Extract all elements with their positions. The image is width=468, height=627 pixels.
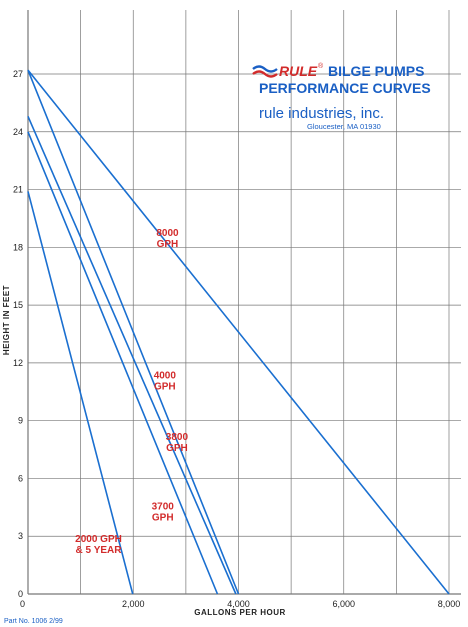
brand-title-line1: BILGE PUMPS (328, 63, 424, 79)
x-tick-label: 4,000 (227, 599, 250, 609)
series-line (27, 69, 240, 595)
series-label: GPH (166, 443, 188, 454)
series-label: GPH (157, 239, 179, 250)
series-label: 2000 GPH (75, 534, 122, 545)
company-name: rule industries, inc. (259, 105, 384, 122)
x-tick-label: 2,000 (122, 599, 145, 609)
y-tick-label: 3 (18, 531, 23, 541)
series-line (27, 191, 134, 595)
y-tick-label: 6 (18, 473, 23, 483)
series-label: 3800 (166, 432, 189, 443)
y-tick-label: 0 (18, 589, 23, 599)
series-line (27, 69, 450, 595)
series-label: GPH (154, 381, 176, 392)
brand-block: RULE ® BILGE PUMPS PERFORMANCE CURVES ru… (252, 62, 431, 131)
series-line (27, 116, 237, 595)
brand-logo-text: RULE (279, 63, 318, 79)
y-tick-label: 27 (13, 69, 23, 79)
x-tick-label: 6,000 (332, 599, 355, 609)
y-tick-label: 24 (13, 127, 23, 137)
series-label: 8000 (156, 228, 179, 239)
company-location: Gloucester, MA 01930 (307, 122, 381, 131)
y-axis-ticks: 0 3 6 9 12 15 18 21 24 27 (13, 69, 23, 599)
series-line (27, 131, 219, 595)
series-label: GPH (152, 512, 174, 523)
y-tick-label: 21 (13, 185, 23, 195)
chart-grid (27, 10, 461, 595)
y-tick-label: 9 (18, 416, 23, 426)
registered-mark: ® (318, 62, 324, 70)
part-number: Part No. 1006 2/99 (4, 618, 63, 625)
x-tick-label: 0 (20, 599, 25, 609)
y-tick-label: 15 (13, 300, 23, 310)
x-axis-title: GALLONS PER HOUR (194, 608, 286, 617)
series-lines (27, 69, 450, 595)
x-tick-label: 8,000 (438, 599, 461, 609)
brand-title-line2: PERFORMANCE CURVES (259, 80, 431, 96)
y-axis-title: HEIGHT IN FEET (2, 285, 11, 355)
series-label: 4000 (154, 370, 177, 381)
y-tick-label: 18 (13, 242, 23, 252)
series-label: & 5 YEAR (76, 545, 123, 556)
x-axis-ticks: 0 2,000 4,000 6,000 8,000 (20, 599, 460, 609)
y-tick-label: 12 (13, 358, 23, 368)
series-label: 3700 (152, 501, 175, 512)
rule-logo-wave-icon (252, 65, 278, 78)
